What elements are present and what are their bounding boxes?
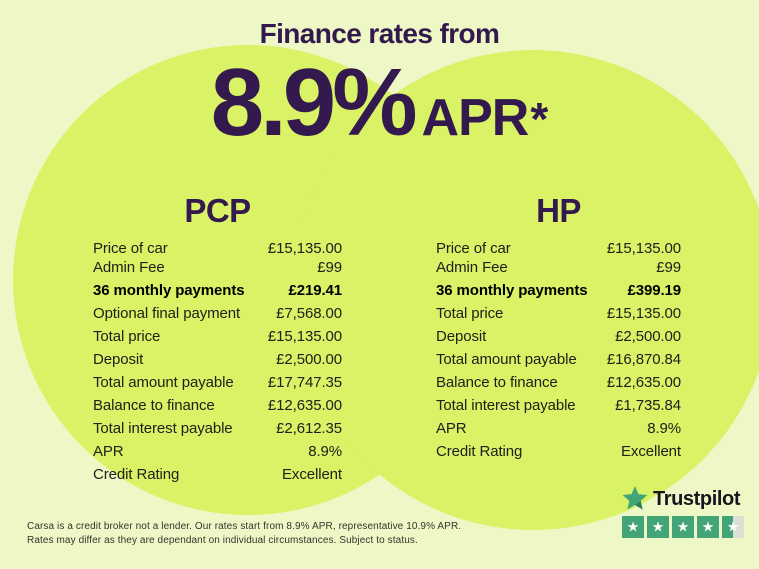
- finance-row: Total interest payable £1,735.84: [436, 397, 681, 415]
- finance-row: Credit Rating Excellent: [93, 466, 342, 484]
- rating-star-icon: ★: [672, 516, 694, 538]
- row-value: £12,635.00: [267, 397, 342, 414]
- finance-row: Total amount payable £16,870.84: [436, 351, 681, 369]
- row-label: APR: [436, 420, 467, 437]
- rating-star-icon: ★: [697, 516, 719, 538]
- row-value: 8.9%: [308, 443, 342, 460]
- row-label: Total amount payable: [436, 351, 577, 368]
- rating-star-icon: ★: [722, 516, 744, 538]
- finance-row: Admin Fee £99: [436, 259, 681, 278]
- finance-row: Price of car £15,135.00: [93, 240, 342, 259]
- trustpilot-widget[interactable]: Trustpilot ★ ★ ★ ★ ★: [622, 486, 744, 538]
- row-label: Price of car: [93, 240, 168, 257]
- finance-row: Total price £15,135.00: [93, 328, 342, 346]
- row-label: Admin Fee: [93, 258, 165, 276]
- trustpilot-wordmark: Trustpilot: [653, 487, 741, 510]
- row-label: Balance to finance: [93, 397, 215, 414]
- disclaimer-line-1: Carsa is a credit broker not a lender. O…: [27, 521, 462, 532]
- finance-row: Total interest payable £2,612.35: [93, 420, 342, 438]
- row-value: £2,500.00: [615, 328, 681, 345]
- finance-row: Optional final payment £7,568.00: [93, 305, 342, 323]
- row-label: Total price: [436, 305, 504, 322]
- row-value: £15,135.00: [267, 328, 342, 345]
- page-title: Finance rates from: [259, 18, 500, 49]
- row-value: £219.41: [288, 282, 342, 299]
- row-label: Total amount payable: [93, 374, 234, 391]
- finance-row: APR 8.9%: [436, 420, 681, 438]
- row-label: Total interest payable: [436, 397, 576, 414]
- row-value: £16,870.84: [606, 351, 681, 368]
- row-value: £399.19: [627, 282, 681, 299]
- row-label: Price of car: [436, 240, 511, 257]
- finance-row: Admin Fee £99: [93, 259, 342, 278]
- disclaimer-text: Carsa is a credit broker not a lender. O…: [27, 520, 461, 548]
- row-value: £7,568.00: [276, 305, 342, 322]
- row-value: £15,135.00: [267, 240, 342, 257]
- finance-row: 36 monthly payments £399.19: [436, 282, 681, 300]
- background-circle-right: [293, 50, 759, 530]
- rating-star-icon: ★: [647, 516, 669, 538]
- finance-row: Price of car £15,135.00: [436, 240, 681, 259]
- row-value: £2,500.00: [276, 351, 342, 368]
- rate-footnote-marker: *: [530, 93, 549, 145]
- finance-row: Deposit £2,500.00: [436, 328, 681, 346]
- finance-row: Total price £15,135.00: [436, 305, 681, 323]
- hp-column: HP Price of car £15,135.00 Admin Fee £99 36 …: [436, 194, 681, 461]
- hp-heading: HP: [536, 192, 581, 229]
- row-value: £15,135.00: [606, 305, 681, 322]
- row-value: £2,612.35: [276, 420, 342, 437]
- row-label: Balance to finance: [436, 374, 558, 391]
- row-value: £15,135.00: [606, 240, 681, 257]
- row-value: Excellent: [621, 443, 681, 460]
- pcp-heading: PCP: [184, 192, 251, 229]
- trustpilot-star-icon: [622, 486, 648, 510]
- row-label: Deposit: [436, 328, 487, 345]
- finance-row: Total amount payable £17,747.35: [93, 374, 342, 392]
- finance-row: Balance to finance £12,635.00: [436, 374, 681, 392]
- row-label: Total interest payable: [93, 420, 233, 437]
- row-label: Optional final payment: [93, 305, 241, 322]
- trustpilot-rating-stars: ★ ★ ★ ★ ★: [622, 516, 744, 538]
- hp-table: Price of car £15,135.00 Admin Fee £99 36 mon…: [436, 240, 681, 461]
- finance-row: Deposit £2,500.00: [93, 351, 342, 369]
- row-value: £17,747.35: [267, 374, 342, 391]
- rating-star-icon: ★: [622, 516, 644, 538]
- row-label: Admin Fee: [436, 258, 508, 276]
- row-value: £99: [656, 258, 681, 276]
- finance-row: 36 monthly payments £219.41: [93, 282, 342, 300]
- row-label: Total price: [93, 328, 161, 345]
- disclaimer-line-2: Rates may differ as they are dependant o…: [27, 535, 418, 546]
- row-label: Credit Rating: [93, 466, 180, 483]
- trustpilot-logo: Trustpilot: [622, 486, 744, 512]
- row-label: Deposit: [93, 351, 144, 368]
- pcp-column: PCP Price of car £15,135.00 Admin Fee £99 36…: [93, 194, 342, 484]
- row-value: Excellent: [282, 466, 342, 483]
- row-label: APR: [93, 443, 124, 460]
- row-label: 36 monthly payments: [93, 282, 245, 299]
- finance-row: Credit Rating Excellent: [436, 443, 681, 461]
- row-label: Credit Rating: [436, 443, 523, 460]
- row-value: £12,635.00: [606, 374, 681, 391]
- row-value: 8.9%: [647, 420, 681, 437]
- finance-row: APR 8.9%: [93, 443, 342, 461]
- pcp-table: Price of car £15,135.00 Admin Fee £99 36 mon…: [93, 240, 342, 484]
- rate-suffix: APR: [421, 89, 530, 147]
- row-value: £1,735.84: [615, 397, 681, 414]
- row-value: £99: [317, 258, 342, 276]
- row-label: 36 monthly payments: [436, 282, 588, 299]
- finance-row: Balance to finance £12,635.00: [93, 397, 342, 415]
- headline-rate: 8.9% APR *: [0, 48, 759, 158]
- rate-value: 8.9%: [210, 49, 418, 156]
